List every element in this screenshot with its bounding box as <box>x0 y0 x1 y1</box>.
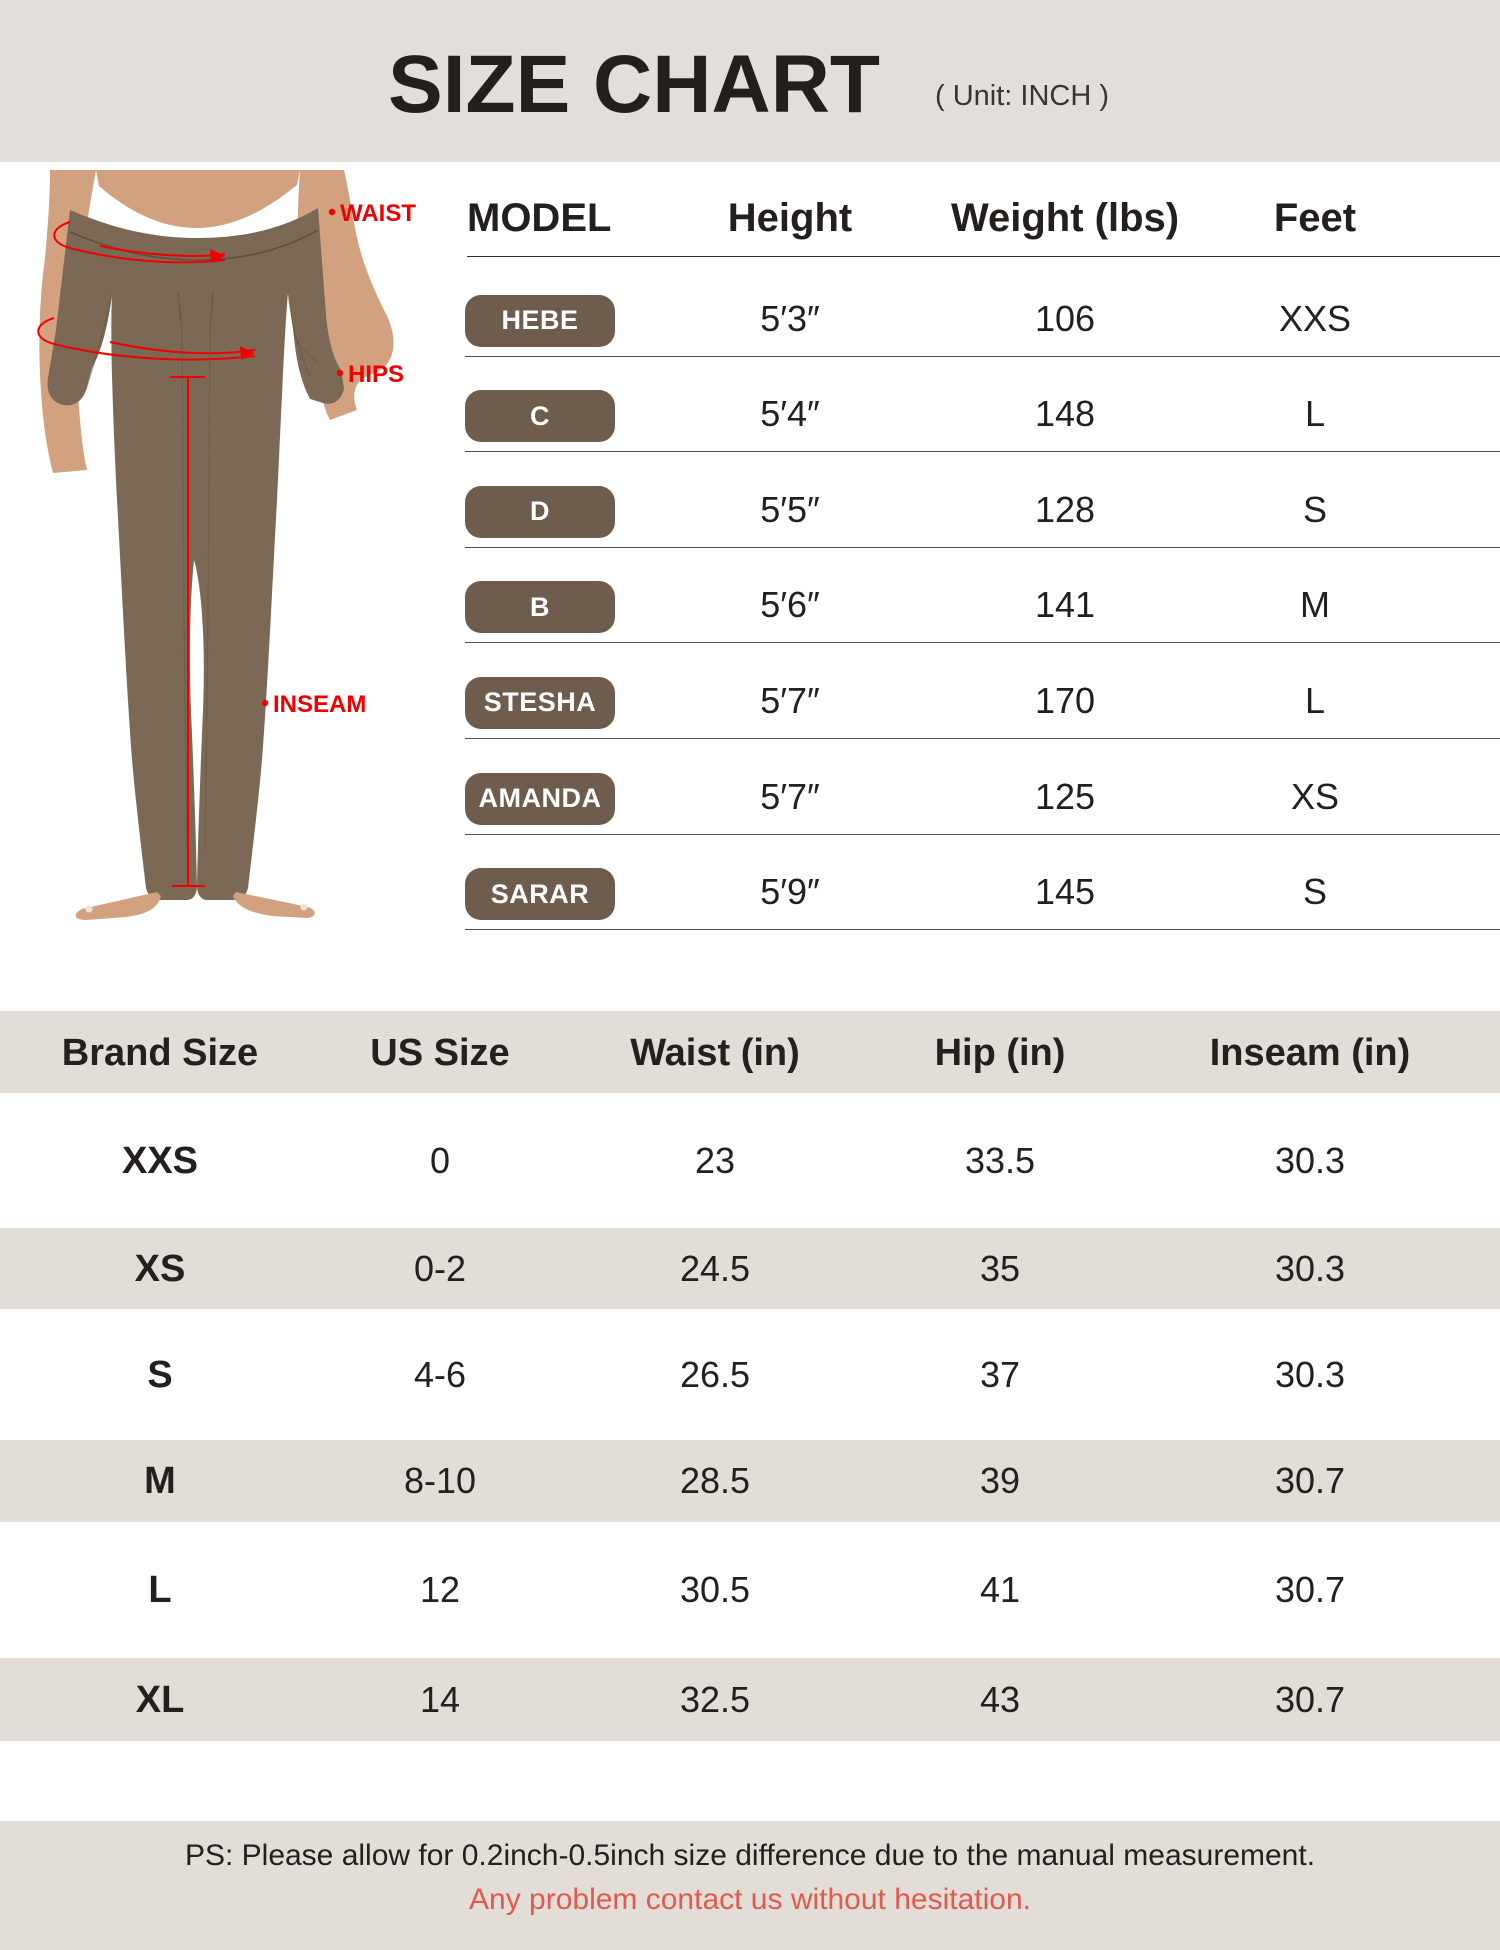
svg-text:HIPS: HIPS <box>348 361 404 388</box>
svg-text:INSEAM: INSEAM <box>273 691 366 718</box>
svg-text:WAIST: WAIST <box>340 200 416 227</box>
